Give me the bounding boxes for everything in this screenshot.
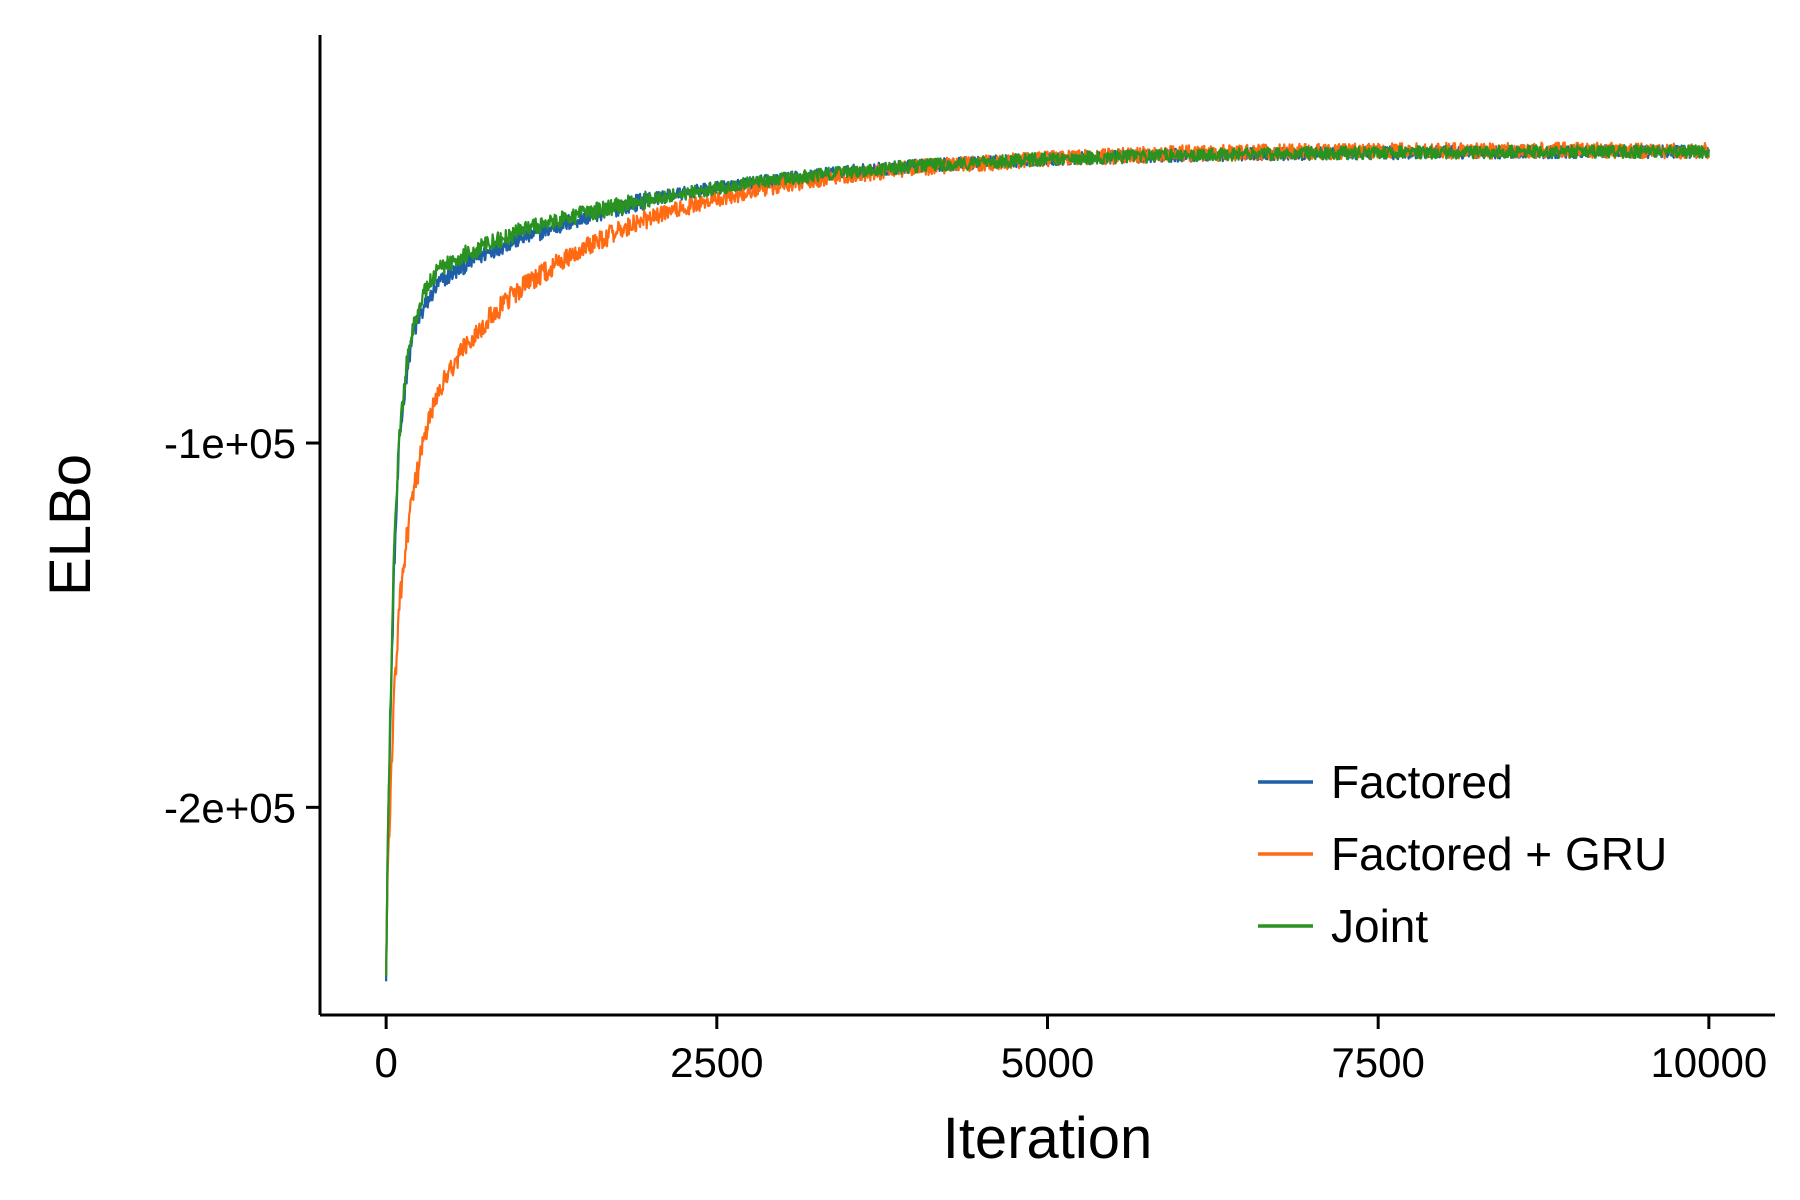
x-tick-label: 0 <box>374 1039 397 1086</box>
x-tick-label: 10000 <box>1650 1039 1767 1086</box>
legend-label: Joint <box>1331 900 1428 952</box>
y-tick-label: -2e+05 <box>164 784 296 831</box>
x-tick-label: 2500 <box>670 1039 763 1086</box>
y-axis-ticks: -1e+05 -2e+05 <box>164 420 320 831</box>
legend-label: Factored + GRU <box>1331 828 1667 880</box>
x-axis-title: Iteration <box>943 1106 1153 1171</box>
x-tick-label: 7500 <box>1331 1039 1424 1086</box>
legend: Factored Factored + GRU Joint <box>1258 756 1667 952</box>
series-line-joint <box>385 144 1710 977</box>
x-axis-ticks: 0 2500 5000 7500 10000 <box>374 1015 1767 1086</box>
x-tick-label: 5000 <box>1001 1039 1094 1086</box>
series-layer <box>385 141 1710 982</box>
y-tick-label: -1e+05 <box>164 420 296 467</box>
y-axis-title: ELBo <box>38 454 103 596</box>
legend-label: Factored <box>1331 756 1513 808</box>
